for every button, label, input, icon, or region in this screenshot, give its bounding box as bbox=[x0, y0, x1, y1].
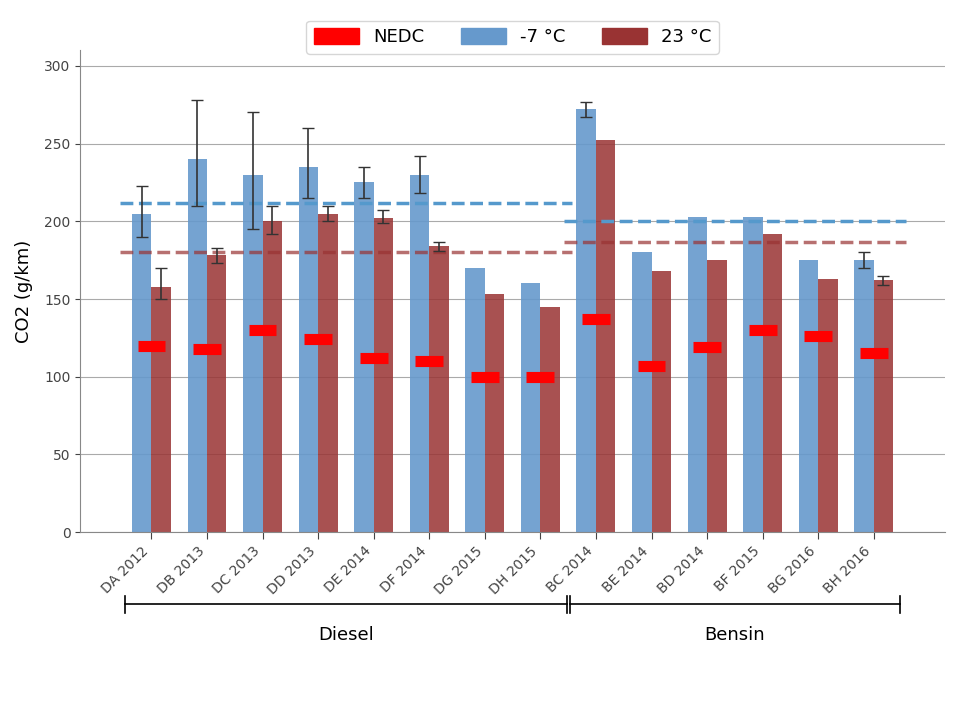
Bar bbox=[521, 284, 540, 532]
Bar bbox=[708, 260, 727, 532]
Bar bbox=[466, 268, 485, 532]
Bar bbox=[354, 182, 373, 532]
Bar bbox=[762, 234, 782, 532]
Bar bbox=[318, 214, 338, 532]
Bar bbox=[187, 159, 207, 532]
Bar bbox=[818, 279, 838, 532]
Bar bbox=[799, 260, 818, 532]
Bar bbox=[152, 287, 171, 532]
Bar bbox=[652, 271, 671, 532]
Y-axis label: CO2 (g/km): CO2 (g/km) bbox=[15, 240, 33, 343]
Bar bbox=[243, 175, 263, 532]
Bar bbox=[132, 214, 152, 532]
Bar bbox=[743, 217, 762, 532]
Bar bbox=[854, 260, 874, 532]
Legend: NEDC, -7 °C, 23 °C: NEDC, -7 °C, 23 °C bbox=[306, 21, 719, 53]
Bar bbox=[874, 280, 893, 532]
Bar bbox=[577, 109, 596, 532]
Bar bbox=[632, 253, 652, 532]
Bar bbox=[429, 246, 448, 532]
Bar bbox=[410, 175, 429, 532]
Bar bbox=[485, 294, 504, 532]
Bar bbox=[263, 221, 282, 532]
Bar bbox=[687, 217, 708, 532]
Bar bbox=[299, 167, 318, 532]
Bar bbox=[596, 140, 615, 532]
Bar bbox=[540, 307, 560, 532]
Text: Diesel: Diesel bbox=[318, 626, 373, 644]
Bar bbox=[373, 218, 394, 532]
Bar bbox=[207, 256, 227, 532]
Text: Bensin: Bensin bbox=[705, 626, 765, 644]
